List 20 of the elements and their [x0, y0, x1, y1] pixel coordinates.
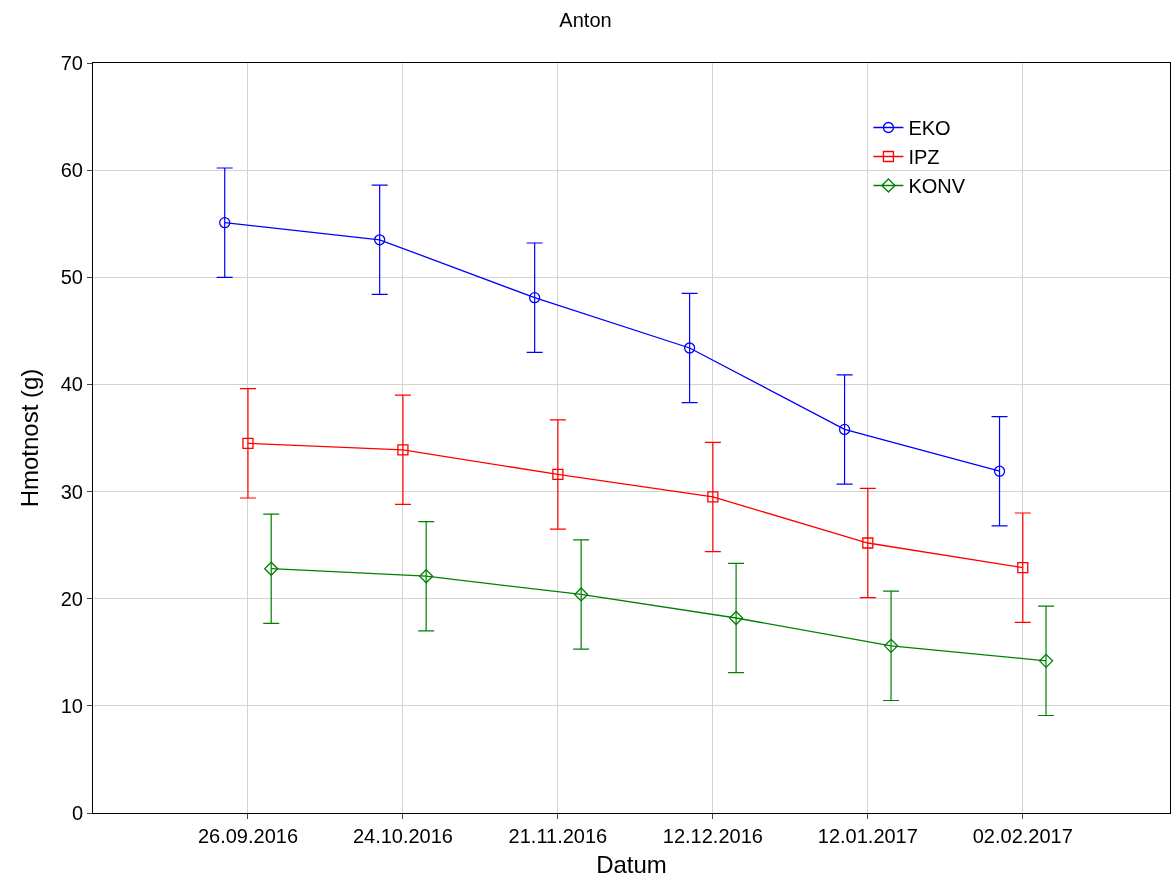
- legend-label: EKO: [908, 117, 951, 140]
- x-tick-label: 21.11.2016: [508, 825, 608, 847]
- chart-title: Anton: [559, 9, 612, 32]
- x-tick-label: 02.02.2017: [972, 825, 1073, 847]
- y-tick-label: 70: [60, 52, 83, 74]
- x-tick-label: 12.12.2016: [662, 825, 763, 847]
- x-tick-label: 26.09.2016: [197, 825, 299, 847]
- y-tick-label: 30: [60, 480, 83, 503]
- y-tick-label: 60: [60, 159, 83, 182]
- y-axis-title: Hmotnost (g): [15, 368, 43, 508]
- x-axis-title: Datum: [596, 851, 667, 879]
- x-tick-label: 12.01.2017: [817, 825, 918, 847]
- legend-label: IPZ: [908, 146, 940, 169]
- y-tick-label: 40: [60, 373, 83, 396]
- y-tick-label: 20: [60, 587, 83, 610]
- y-tick-label: 50: [60, 266, 83, 289]
- y-tick-label: 10: [60, 694, 83, 717]
- y-tick-label: 0: [71, 802, 83, 824]
- legend-label: KONV: [908, 175, 966, 198]
- x-tick-label: 24.10.2016: [352, 825, 453, 847]
